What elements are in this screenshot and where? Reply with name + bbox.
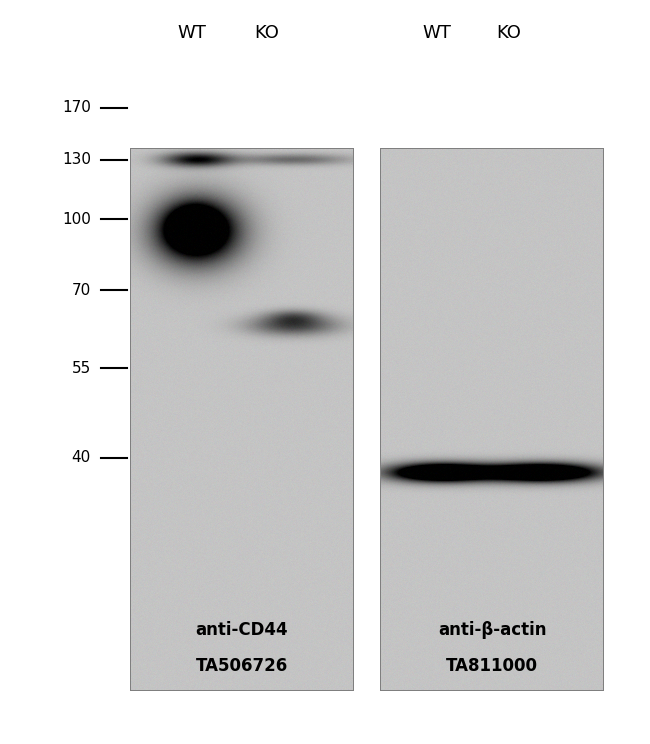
Text: 40: 40 <box>72 450 91 465</box>
Text: 70: 70 <box>72 283 91 298</box>
Text: 130: 130 <box>62 153 91 167</box>
Text: WT: WT <box>177 25 206 42</box>
Text: KO: KO <box>496 25 521 42</box>
Text: TA811000: TA811000 <box>446 657 538 675</box>
Text: anti-CD44: anti-CD44 <box>196 621 288 639</box>
Text: KO: KO <box>254 25 279 42</box>
Text: WT: WT <box>422 25 451 42</box>
Text: TA506726: TA506726 <box>196 657 288 675</box>
Text: 170: 170 <box>62 100 91 115</box>
Text: anti-β-actin: anti-β-actin <box>438 621 546 639</box>
Text: 55: 55 <box>72 361 91 376</box>
Text: 100: 100 <box>62 212 91 227</box>
